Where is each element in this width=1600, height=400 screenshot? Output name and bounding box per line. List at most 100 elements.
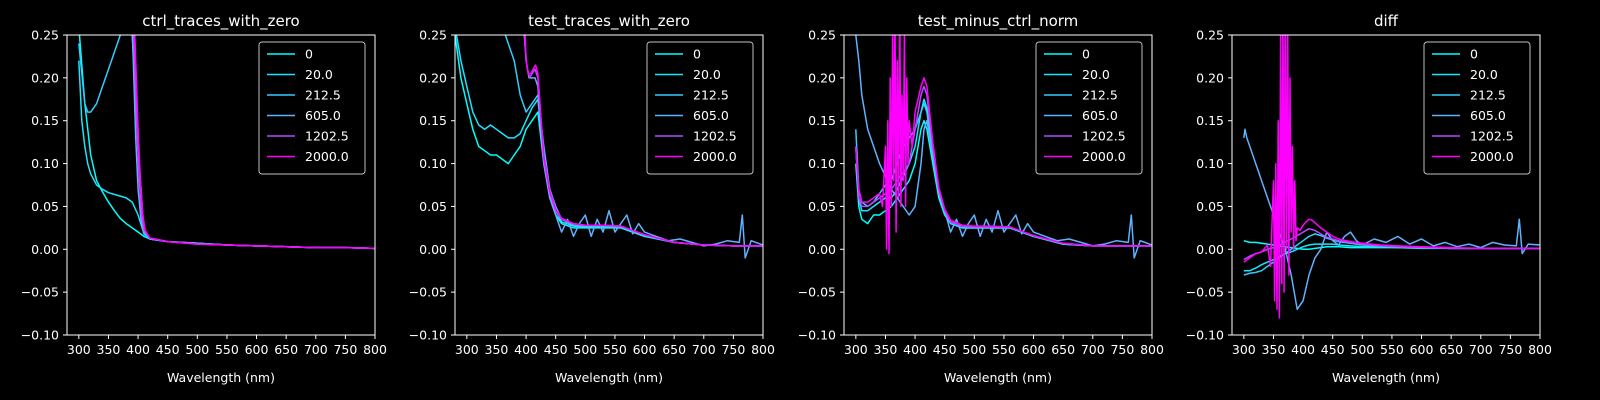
legend-label: 1202.5	[1082, 129, 1126, 144]
x-tick-label: 600	[633, 342, 657, 357]
y-tick-label: 0.05	[419, 199, 447, 214]
x-axis-label: Wavelength (nm)	[555, 370, 663, 385]
x-tick-label: 500	[573, 342, 597, 357]
legend-label: 20.0	[693, 67, 721, 82]
legend-label: 0	[1470, 47, 1478, 62]
x-tick-label: 500	[962, 342, 986, 357]
x-tick-label: 300	[844, 342, 868, 357]
y-tick-label: −0.05	[21, 285, 59, 300]
y-tick-label: −0.05	[409, 285, 447, 300]
chart-panel-3: diff 300 350 400 450 500 550 600 650 700 750 800 −0.…	[1186, 12, 1552, 385]
y-tick-label: −0.05	[1186, 285, 1224, 300]
x-tick-label: 800	[1140, 342, 1164, 357]
x-tick-label: 550	[1380, 342, 1404, 357]
x-tick-label: 700	[692, 342, 716, 357]
y-tick-label: 0.15	[808, 113, 836, 128]
legend: 0 20.0 212.5 605.0 1202.5 2000.0	[1035, 41, 1143, 175]
x-tick-label: 500	[185, 342, 209, 357]
x-tick-label: 750	[721, 342, 745, 357]
legend-label: 1202.5	[305, 129, 349, 144]
x-tick-label: 650	[1439, 342, 1463, 357]
x-tick-label: 700	[304, 342, 328, 357]
legend-label: 1202.5	[693, 129, 737, 144]
y-tick-label: 0.15	[31, 113, 59, 128]
y-tick-label: 0.05	[31, 199, 59, 214]
y-tick-label: 0.15	[1196, 113, 1224, 128]
y-tick-label: 0.10	[1196, 156, 1224, 171]
y-tick-label: 0.25	[1196, 28, 1224, 43]
x-tick-label: 350	[97, 342, 121, 357]
y-tick-label: 0.10	[808, 156, 836, 171]
x-tick-label: 600	[245, 342, 269, 357]
x-tick-label: 450	[1321, 342, 1345, 357]
chart-panel-2: test_minus_ctrl_norm 300 350 400 450 500 550 60…	[798, 12, 1164, 385]
plot-frame	[66, 34, 376, 336]
legend-label: 2000.0	[305, 149, 349, 164]
series-line-5	[855, 35, 1152, 255]
legend-label: 0	[305, 47, 313, 62]
legend-label: 212.5	[1082, 88, 1118, 103]
y-tick-label: 0.25	[419, 28, 447, 43]
legend-label: 212.5	[693, 88, 729, 103]
y-tick-label: −0.10	[21, 328, 59, 343]
series-group	[855, 35, 1152, 259]
series-group	[1243, 35, 1540, 319]
x-axis-label: Wavelength (nm)	[944, 370, 1052, 385]
x-tick-label: 350	[874, 342, 898, 357]
y-tick-label: 0.20	[419, 70, 447, 85]
y-tick-label: 0.00	[1196, 242, 1224, 257]
plot-frame	[843, 34, 1153, 336]
x-axis-label: Wavelength (nm)	[1332, 370, 1440, 385]
x-tick-label: 750	[333, 342, 357, 357]
series-group	[455, 35, 763, 259]
series-line-5	[524, 35, 763, 247]
x-tick-label: 600	[1022, 342, 1046, 357]
y-tick-label: 0.05	[808, 199, 836, 214]
chart-panel-0: ctrl_traces_with_zero 300 350 400 450 500 550 6…	[21, 12, 387, 385]
x-tick-label: 550	[992, 342, 1016, 357]
y-tick-label: 0.10	[419, 156, 447, 171]
legend-label: 20.0	[1470, 67, 1498, 82]
x-tick-label: 650	[662, 342, 686, 357]
chart-panel-1: test_traces_with_zero 300 350 400 450 500 550 6…	[409, 12, 775, 385]
legend-label: 1202.5	[1470, 129, 1514, 144]
y-tick-label: 0.15	[419, 113, 447, 128]
y-tick-label: −0.05	[798, 285, 836, 300]
legend-label: 20.0	[305, 67, 333, 82]
legend-label: 0	[693, 47, 701, 62]
y-tick-label: 0.00	[808, 242, 836, 257]
series-line-3	[855, 35, 1152, 259]
x-tick-label: 800	[1528, 342, 1552, 357]
x-tick-label: 650	[1051, 342, 1075, 357]
y-tick-label: 0.00	[419, 242, 447, 257]
series-group	[78, 35, 375, 250]
plot-frame	[454, 34, 764, 336]
x-tick-label: 750	[1498, 342, 1522, 357]
x-tick-label: 450	[544, 342, 568, 357]
x-tick-label: 700	[1081, 342, 1105, 357]
legend-label: 605.0	[693, 108, 729, 123]
x-tick-label: 450	[933, 342, 957, 357]
y-tick-label: 0.10	[31, 156, 59, 171]
legend: 0 20.0 212.5 605.0 1202.5 2000.0	[646, 41, 754, 175]
chart-title: ctrl_traces_with_zero	[142, 12, 299, 31]
legend-label: 605.0	[1470, 108, 1506, 123]
x-tick-label: 550	[603, 342, 627, 357]
y-tick-label: 0.20	[808, 70, 836, 85]
x-tick-label: 400	[514, 342, 538, 357]
legend: 0 20.0 212.5 605.0 1202.5 2000.0	[1423, 41, 1531, 175]
x-tick-label: 300	[1232, 342, 1256, 357]
x-tick-label: 600	[1410, 342, 1434, 357]
legend: 0 20.0 212.5 605.0 1202.5 2000.0	[258, 41, 366, 175]
x-tick-label: 800	[363, 342, 387, 357]
y-tick-label: 0.00	[31, 242, 59, 257]
x-tick-label: 500	[1350, 342, 1374, 357]
series-line-3	[1243, 128, 1540, 311]
x-tick-label: 550	[215, 342, 239, 357]
y-tick-label: 0.25	[31, 28, 59, 43]
chart-title: test_minus_ctrl_norm	[918, 12, 1079, 31]
legend-label: 0	[1082, 47, 1090, 62]
x-tick-label: 700	[1469, 342, 1493, 357]
x-tick-label: 300	[67, 342, 91, 357]
